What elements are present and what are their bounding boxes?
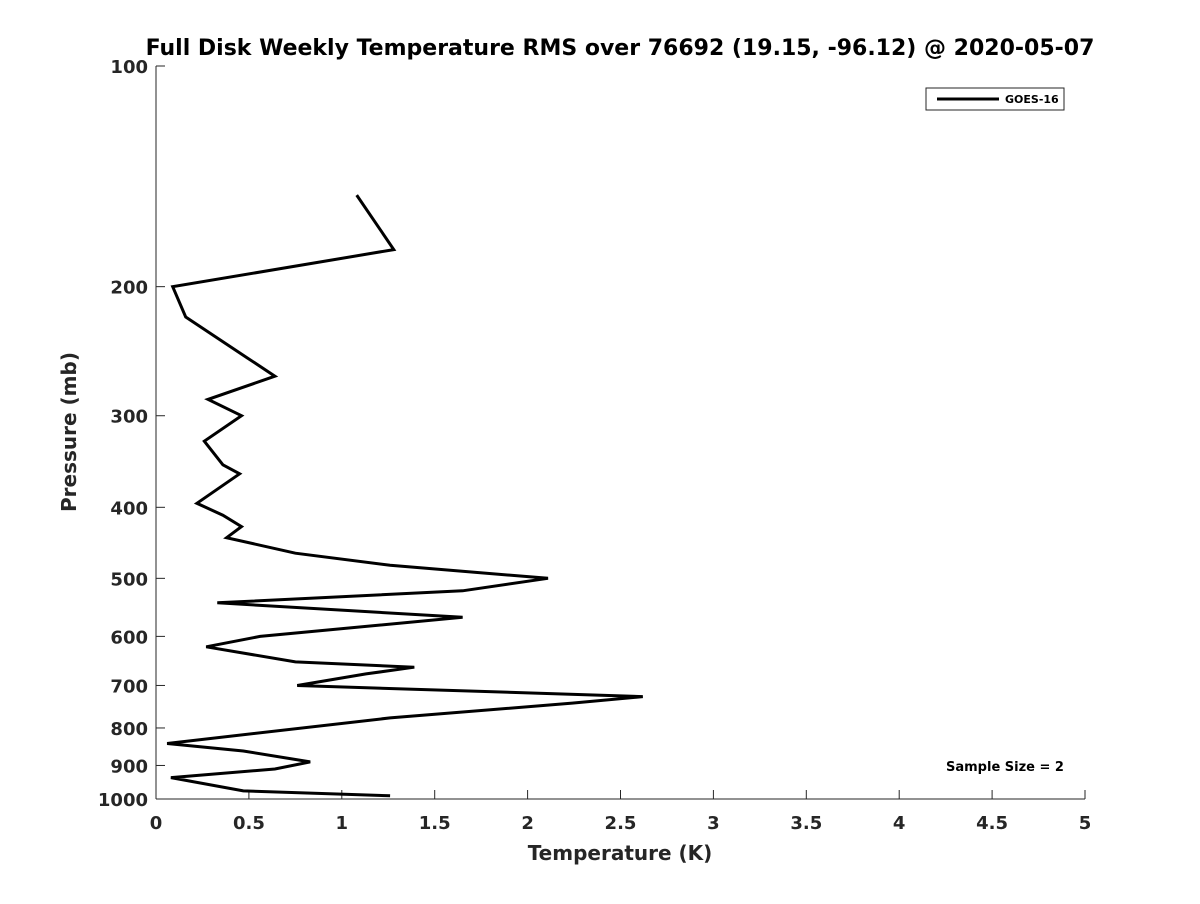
x-tick-label: 3 bbox=[707, 813, 720, 834]
axes bbox=[155, 66, 1085, 800]
x-tick-label: 0 bbox=[150, 813, 163, 834]
x-tick-label: 3.5 bbox=[790, 813, 822, 834]
series-line-goes-16 bbox=[166, 194, 643, 798]
x-tick-label: 2 bbox=[521, 813, 534, 834]
x-ticks: 0 0.5 1 1.5 2 2.5 3 3.5 4 4.5 5 bbox=[150, 790, 1092, 834]
y-tick-label: 500 bbox=[110, 569, 148, 590]
x-tick-label: 4.5 bbox=[976, 813, 1008, 834]
x-tick-label: 5 bbox=[1079, 813, 1092, 834]
y-tick-label: 200 bbox=[110, 278, 148, 299]
y-axis-label: Pressure (mb) bbox=[57, 352, 81, 512]
x-tick-label: 4 bbox=[893, 813, 906, 834]
sample-size-annotation: Sample Size = 2 bbox=[946, 760, 1064, 775]
legend: GOES-16 bbox=[925, 87, 1065, 111]
y-tick-label: 300 bbox=[110, 407, 148, 428]
y-tick-label: 900 bbox=[110, 756, 148, 777]
y-tick-label: 1000 bbox=[98, 790, 148, 811]
plot-area bbox=[166, 194, 643, 798]
x-tick-label: 0.5 bbox=[233, 813, 265, 834]
y-ticks: 100 200 300 400 500 600 700 800 900 1000 bbox=[98, 57, 165, 811]
legend-label: GOES-16 bbox=[1005, 93, 1059, 106]
y-tick-label: 400 bbox=[110, 498, 148, 519]
x-tick-label: 1.5 bbox=[419, 813, 451, 834]
y-tick-label: 700 bbox=[110, 676, 148, 697]
y-tick-label: 100 bbox=[110, 57, 148, 78]
x-axis-label: Temperature (K) bbox=[528, 841, 713, 865]
x-tick-label: 2.5 bbox=[605, 813, 637, 834]
y-tick-label: 600 bbox=[110, 627, 148, 648]
chart-title: Full Disk Weekly Temperature RMS over 76… bbox=[146, 36, 1095, 61]
y-tick-label: 800 bbox=[110, 719, 148, 740]
x-tick-label: 1 bbox=[336, 813, 349, 834]
